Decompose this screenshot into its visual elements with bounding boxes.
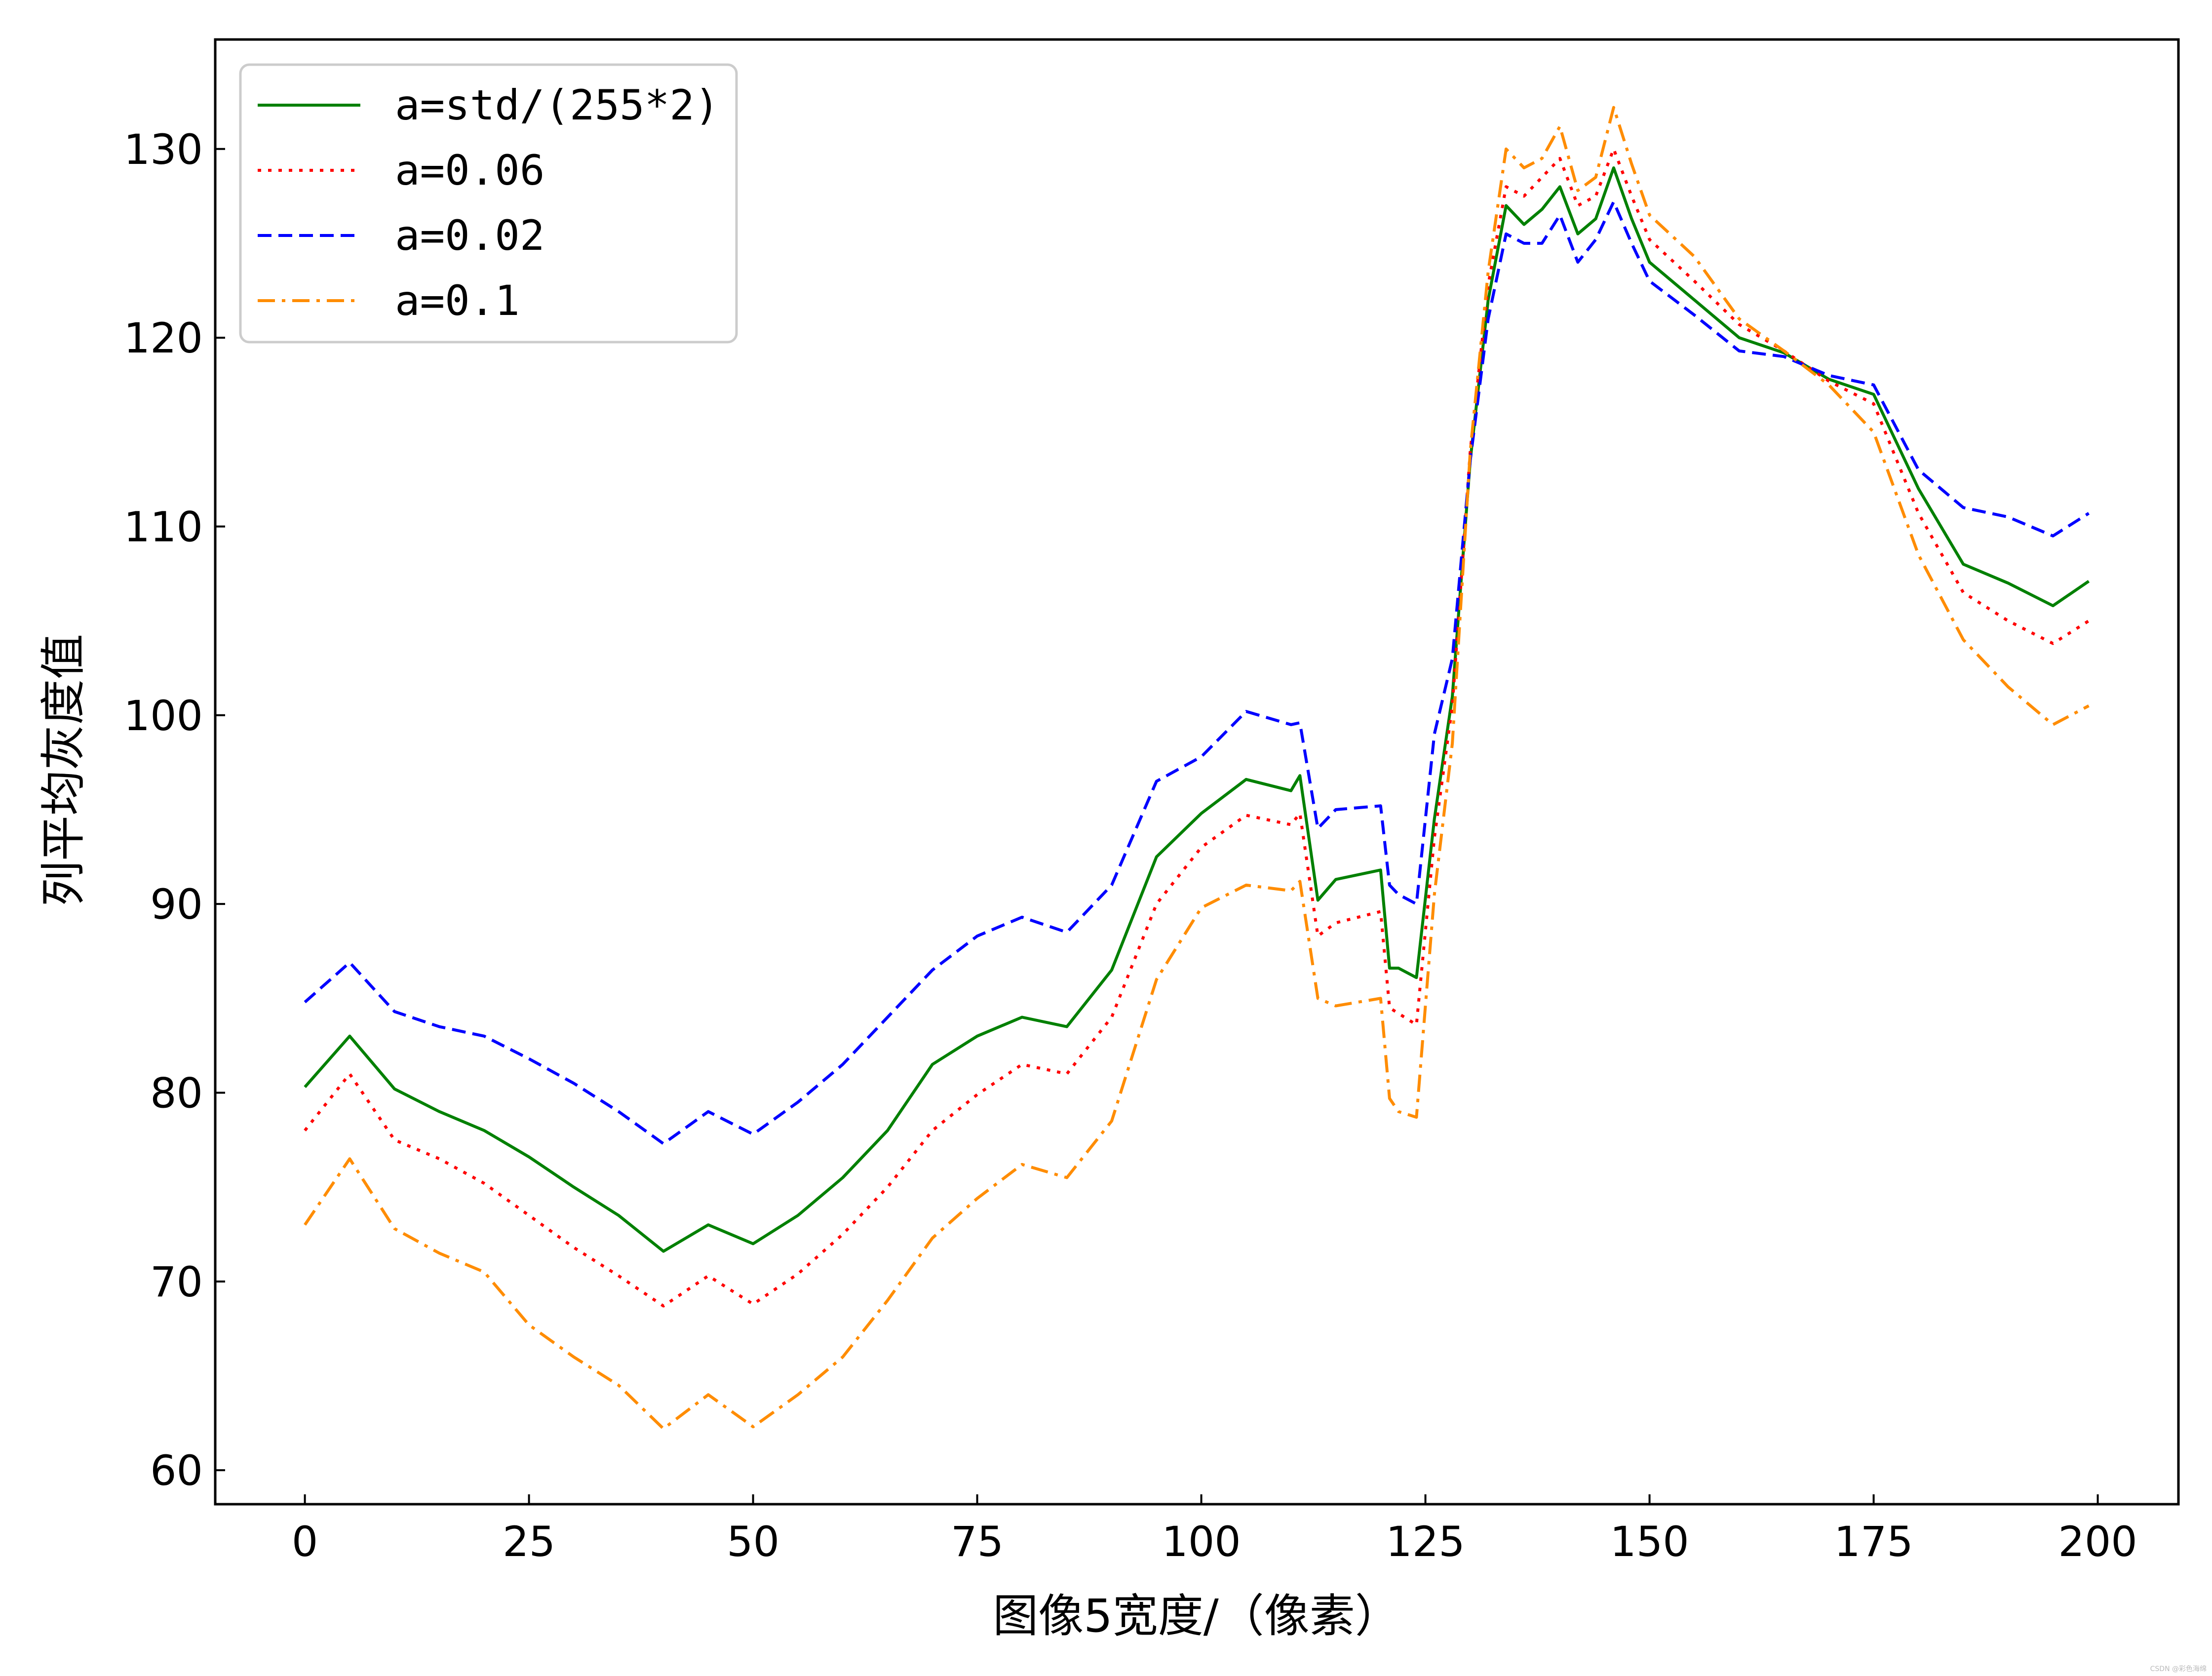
x-tick-label: 125 (1386, 1518, 1465, 1566)
x-tick-label: 200 (2058, 1518, 2137, 1566)
x-tick-label: 175 (1834, 1518, 1913, 1566)
series-line-1 (304, 166, 2090, 1253)
x-tick-label: 150 (1610, 1518, 1689, 1566)
x-tick-label: 50 (727, 1518, 779, 1566)
series-line-4 (304, 106, 2090, 1431)
y-tick-label: 60 (150, 1446, 203, 1495)
y-tick-label: 90 (150, 880, 203, 929)
legend-entries: a=std/(255*2) a=0.06 a=0.02 a=0.1 (258, 81, 719, 325)
series-line-2 (304, 147, 2090, 1308)
y-tick-label: 110 (124, 503, 203, 551)
x-tick-label: 0 (292, 1518, 318, 1566)
watermark: CSDN @彩色海绵 (2150, 1665, 2207, 1673)
y-tick-label: 80 (150, 1069, 203, 1117)
series-line-3 (304, 200, 2090, 1145)
y-tick-label: 70 (150, 1258, 203, 1306)
legend-label-1: a=std/(255*2) (395, 81, 719, 129)
y-tick-label: 120 (124, 314, 203, 362)
x-axis-ticks: 0 25 50 75 100 125 150 175 200 (292, 1494, 2137, 1566)
y-axis-ticks: 60 70 80 90 100 110 120 130 (124, 125, 225, 1495)
legend-label-3: a=0.02 (395, 211, 544, 260)
series-layer (304, 106, 2090, 1431)
legend-box (239, 63, 738, 344)
x-axis-label: 图像5宽度/（像素） (993, 1590, 1400, 1642)
legend-label-2: a=0.06 (395, 146, 544, 195)
legend-label-4: a=0.1 (395, 276, 520, 325)
y-axis-label: 列平均灰度值 (37, 634, 90, 906)
plot-frame (214, 38, 2180, 1506)
y-tick-label: 130 (124, 125, 203, 174)
x-tick-label: 25 (503, 1518, 555, 1566)
y-tick-label: 100 (124, 692, 203, 740)
legend: a=std/(255*2) a=0.06 a=0.02 a=0.1 (239, 63, 738, 344)
x-tick-label: 75 (951, 1518, 1004, 1566)
x-tick-label: 100 (1162, 1518, 1241, 1566)
